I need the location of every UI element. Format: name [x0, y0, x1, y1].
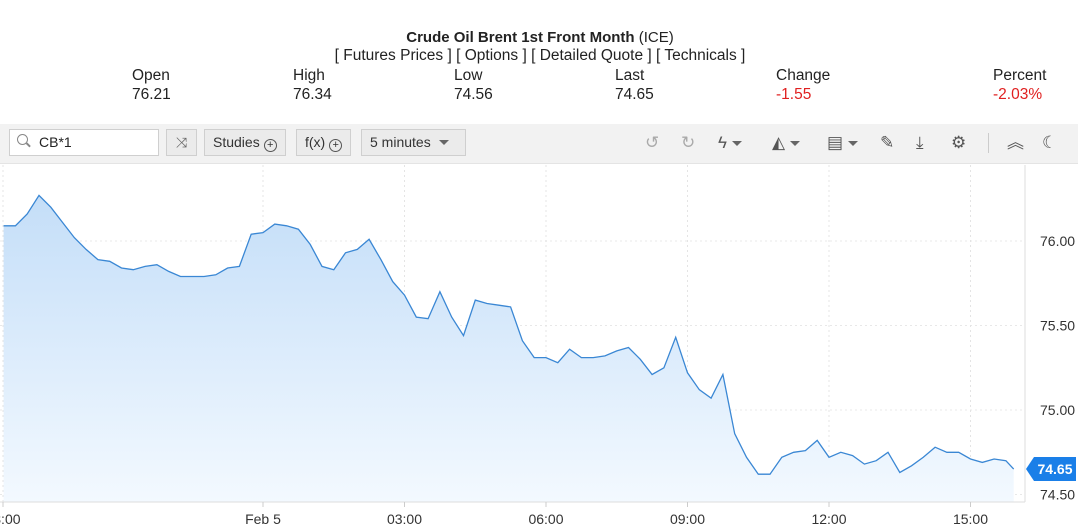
link-options[interactable]: [ Options ]: [456, 47, 527, 64]
plus-circle-icon: +: [329, 139, 343, 152]
stat-last: Last 74.65: [615, 66, 654, 104]
price-area: [3, 195, 1014, 502]
stat-change: Change -1.55: [776, 66, 830, 104]
interval-select[interactable]: 5 minutes: [361, 129, 466, 156]
y-tick-label: 75.00: [1040, 402, 1075, 418]
x-tick-label: 03:00: [387, 511, 422, 527]
x-tick-label: 18:00: [0, 511, 21, 527]
chevron-down-icon: [732, 141, 742, 146]
double-chevron-up-icon[interactable]: ︽: [1007, 133, 1024, 152]
layout-icon[interactable]: ▤: [827, 133, 859, 153]
y-tick-label: 74.50: [1040, 487, 1075, 503]
shuffle-icon: ⤨: [175, 134, 188, 150]
fx-button[interactable]: f(x) +: [296, 129, 352, 156]
x-axis: 18:00 Feb 5 03:00 06:00 09:00 12:00 15:00: [0, 502, 988, 527]
chevron-down-icon: [848, 141, 859, 146]
price-line: [3, 194, 1015, 475]
x-tick-label: 09:00: [670, 511, 705, 527]
studies-button[interactable]: Studies +: [204, 129, 286, 156]
pencil-icon[interactable]: ✎: [880, 133, 895, 152]
studies-label: Studies: [213, 134, 260, 150]
interval-value: 5 minutes: [370, 134, 431, 150]
gear-icon[interactable]: ⚙: [951, 133, 967, 152]
grid: [0, 165, 1025, 502]
exchange: (ICE): [638, 29, 674, 46]
stat-open: Open 76.21: [132, 66, 171, 104]
x-tick-label: Feb 5: [245, 511, 281, 527]
instrument-name: Crude Oil Brent 1st Front Month: [406, 29, 635, 46]
last-price-badge: 74.65: [1026, 457, 1076, 481]
x-tick-label: 06:00: [528, 511, 563, 527]
stat-value: -1.55: [776, 86, 812, 103]
undo-icon[interactable]: ↺: [645, 133, 660, 152]
lightning-icon[interactable]: ϟ: [718, 133, 742, 153]
stat-label: Open: [132, 67, 170, 84]
y-tick-label: 76.00: [1040, 233, 1075, 249]
stat-value: 76.21: [132, 86, 171, 103]
area-chart-icon[interactable]: ◭: [772, 133, 801, 153]
stat-low: Low 74.56: [454, 66, 493, 104]
download-icon[interactable]: ⤓: [916, 133, 924, 152]
link-technicals[interactable]: [ Technicals ]: [656, 47, 746, 64]
symbol-search[interactable]: [9, 129, 159, 156]
stat-label: Change: [776, 67, 831, 84]
link-futures-prices[interactable]: [ Futures Prices ]: [334, 47, 452, 64]
compare-button[interactable]: ⤨: [166, 129, 197, 156]
chevron-down-icon: [790, 141, 801, 146]
stat-high: High 76.34: [293, 66, 332, 104]
x-tick-label: 15:00: [953, 511, 988, 527]
stat-label: High: [293, 67, 325, 84]
stat-label: Last: [615, 67, 645, 84]
stat-label: Percent: [993, 67, 1047, 84]
plus-circle-icon: +: [263, 139, 277, 152]
search-icon: [17, 134, 28, 145]
symbol-input[interactable]: [37, 133, 156, 151]
stat-value: 74.56: [454, 86, 493, 103]
redo-icon[interactable]: ↻: [681, 133, 696, 152]
moon-icon[interactable]: ☾: [1042, 133, 1058, 152]
fx-label: f(x): [305, 134, 326, 150]
chevron-down-icon: [438, 140, 449, 145]
y-tick-label: 75.50: [1040, 318, 1075, 334]
quote-links: [ Futures Prices ] [ Options ] [ Detaile…: [0, 47, 1080, 65]
chart-toolbar: ⤨ Studies+ f(x)+ 5 minutes ↺ ↻ ϟ ◭ ▤ ✎ ⤓…: [0, 124, 1078, 164]
stat-value: 74.65: [615, 86, 654, 103]
x-tick-label: 12:00: [811, 511, 846, 527]
stat-value: -2.03%: [993, 86, 1043, 103]
stat-label: Low: [454, 67, 483, 84]
instrument-title: Crude Oil Brent 1st Front Month (ICE): [0, 29, 1080, 46]
link-detailed-quote[interactable]: [ Detailed Quote ]: [531, 47, 652, 64]
toolbar-divider: [988, 133, 989, 153]
stat-percent: Percent -2.03%: [993, 66, 1046, 104]
stat-value: 76.34: [293, 86, 332, 103]
